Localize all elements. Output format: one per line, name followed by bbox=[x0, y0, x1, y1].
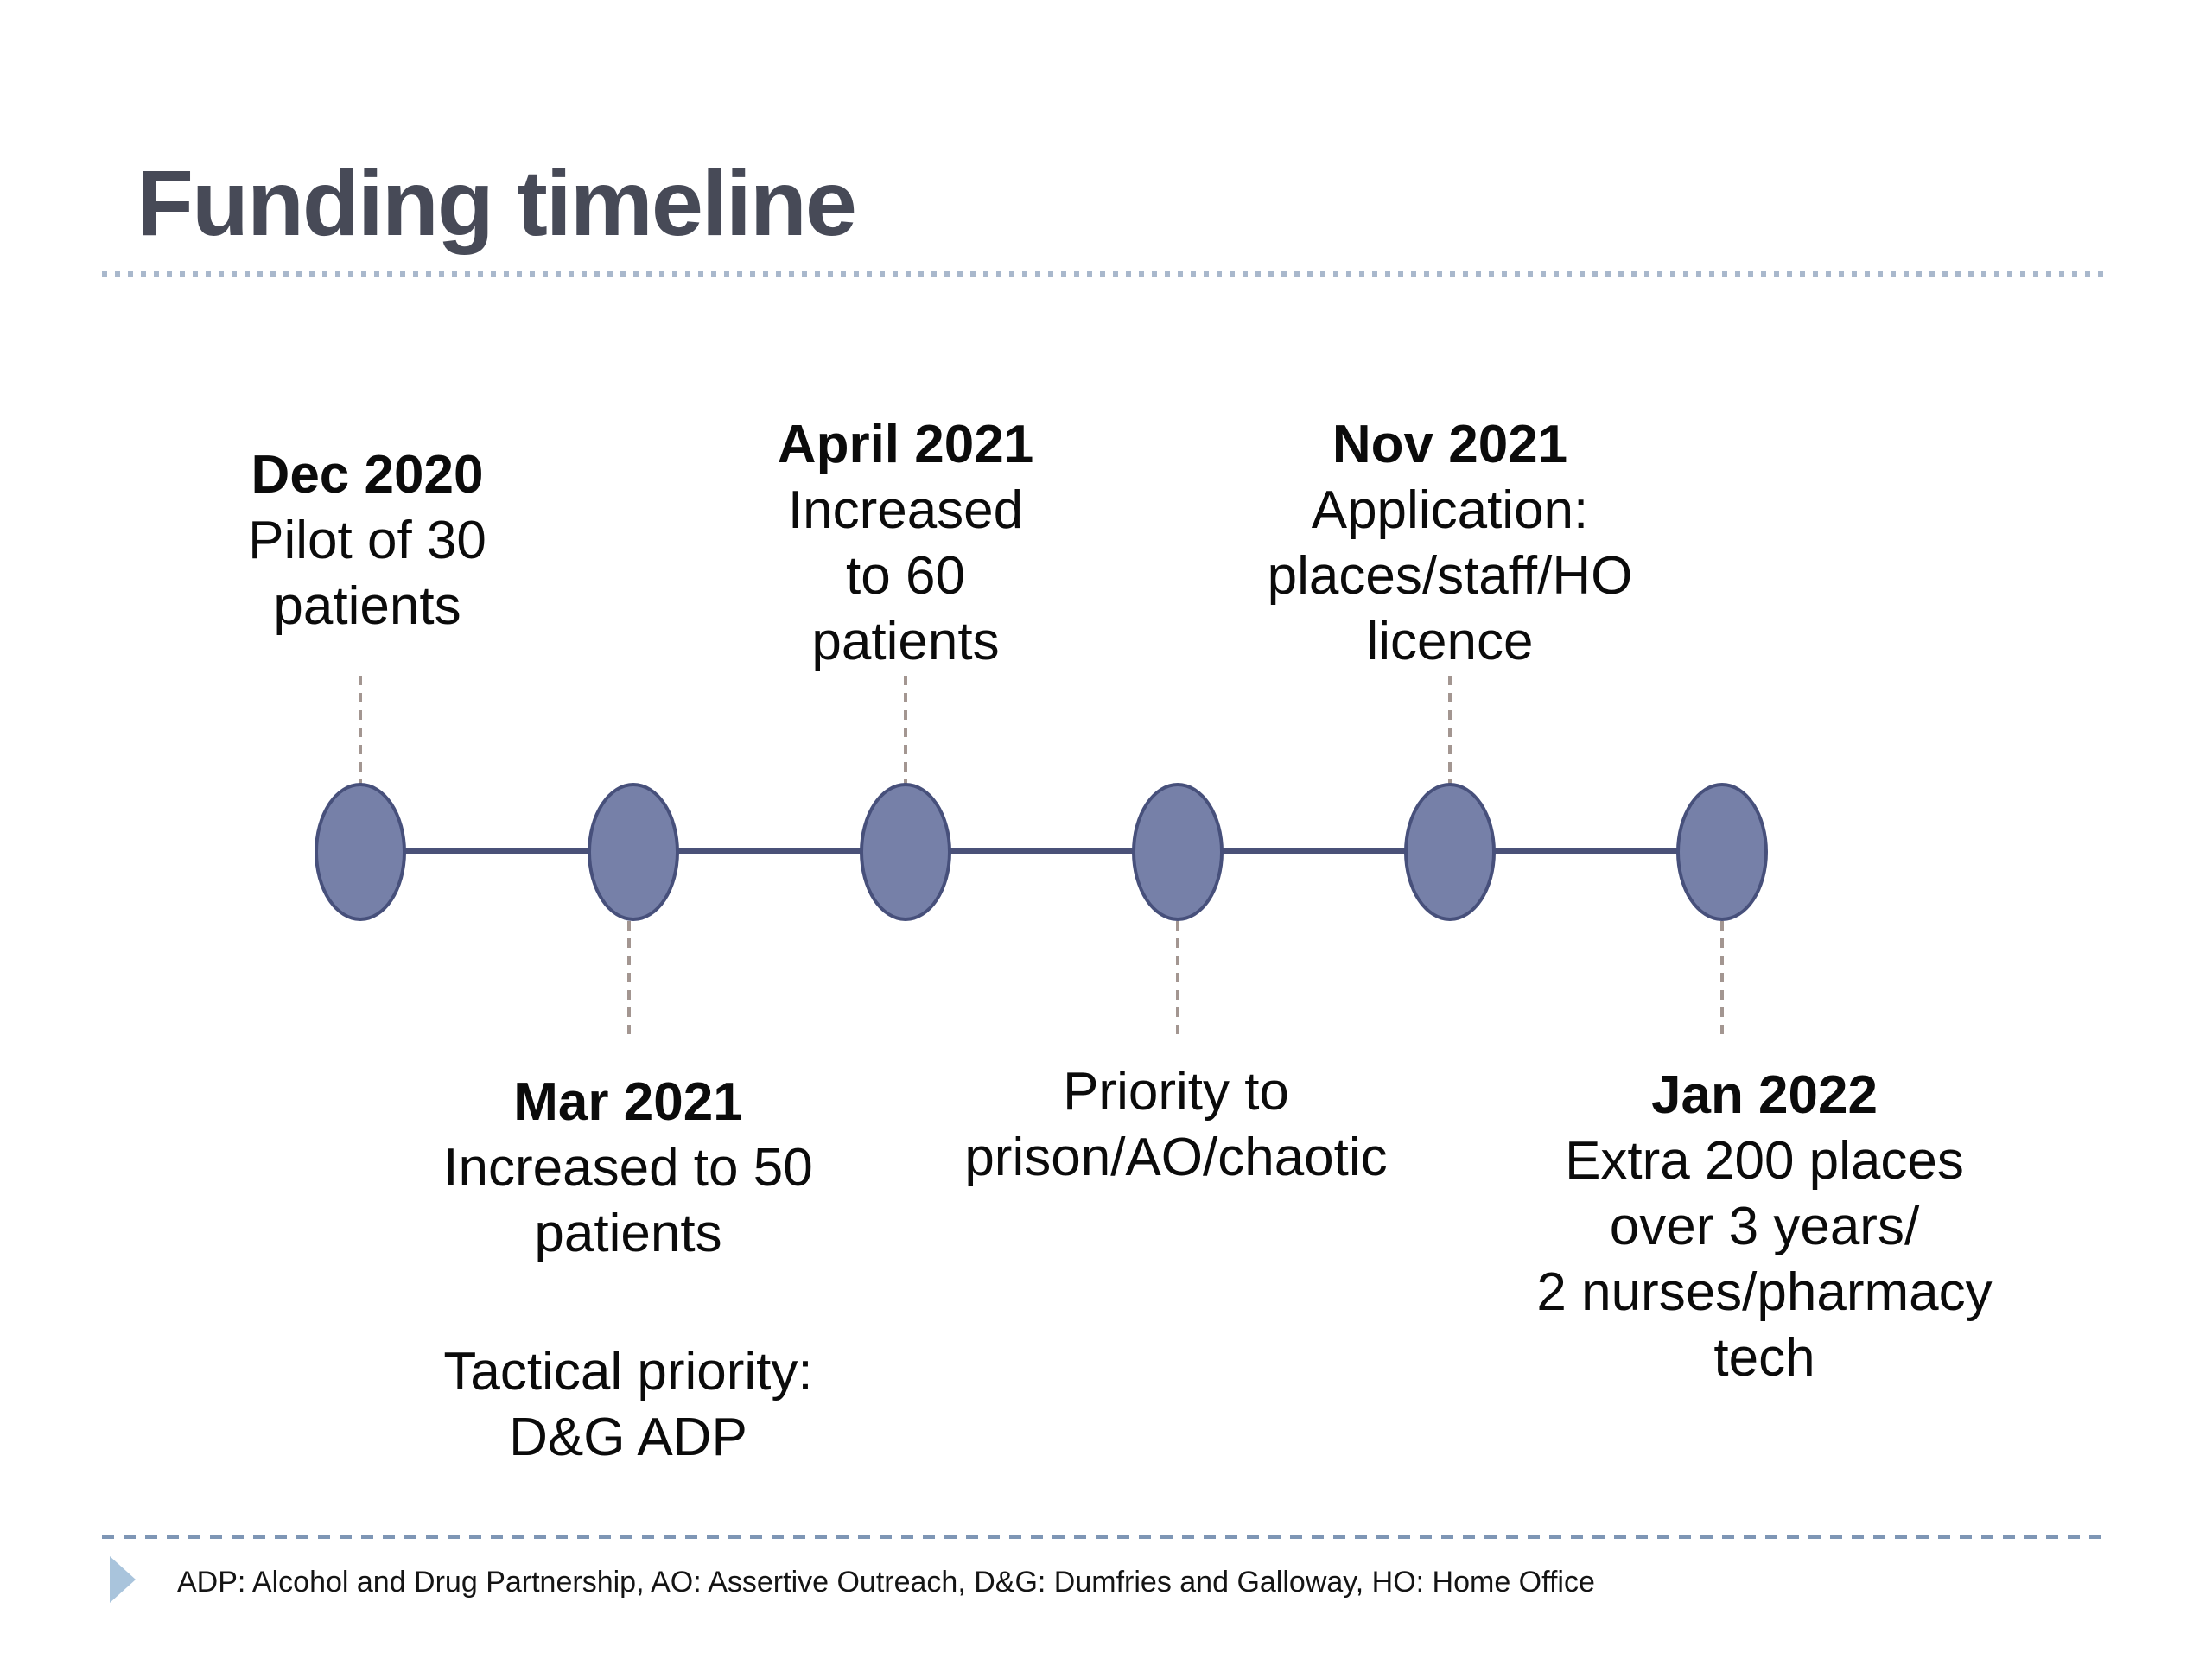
event-date: Nov 2021 bbox=[1332, 415, 1568, 474]
event-description: Extra 200 places over 3 years/2 nurses/ph… bbox=[1536, 1131, 1993, 1388]
footer-divider bbox=[102, 1535, 2103, 1539]
event-date: Dec 2020 bbox=[251, 445, 484, 505]
leader-line bbox=[904, 676, 907, 785]
footer-abbreviations: ADP: Alcohol and Drug Partnership, AO: A… bbox=[177, 1566, 1595, 1599]
leader-line bbox=[1176, 921, 1179, 1040]
right-triangle-bullet-icon bbox=[110, 1556, 136, 1603]
leader-line bbox=[359, 676, 362, 785]
timeline-node bbox=[860, 783, 951, 921]
timeline-node bbox=[1676, 783, 1768, 921]
timeline-node bbox=[1132, 783, 1224, 921]
event-date: Jan 2022 bbox=[1651, 1065, 1878, 1125]
event-description-secondary: Tactical priority: D&G ADP bbox=[443, 1342, 813, 1467]
page-title: Funding timeline bbox=[137, 150, 857, 255]
event-dec-2020: Dec 2020 Pilot of 30 patients bbox=[125, 442, 609, 639]
event-description: Increased to 50 patients bbox=[443, 1138, 813, 1263]
event-description: Priority to prison/AO/chaotic bbox=[964, 1062, 1388, 1187]
event-date: Mar 2021 bbox=[513, 1072, 743, 1132]
timeline-axis bbox=[360, 848, 1722, 854]
timeline-node bbox=[1404, 783, 1496, 921]
leader-line bbox=[627, 921, 631, 1040]
event-jan-2022: Jan 2022 Extra 200 places over 3 years/2 … bbox=[1462, 1063, 2067, 1391]
event-mar-2021: Mar 2021 Increased to 50 patients Tactica… bbox=[326, 1070, 931, 1471]
event-date: April 2021 bbox=[777, 415, 1034, 474]
event-priority: Priority to prison/AO/chaotic bbox=[882, 1059, 1470, 1191]
event-description: Pilot of 30 patients bbox=[248, 511, 486, 636]
title-divider bbox=[102, 271, 2110, 276]
event-description: Increased to 60 patients bbox=[787, 480, 1024, 671]
event-description: Application: places/staff/HO licence bbox=[1267, 480, 1633, 671]
event-april-2021: April 2021 Increased to 60 patients bbox=[664, 412, 1147, 675]
event-nov-2021: Nov 2021 Application: places/staff/HO lice… bbox=[1173, 412, 1726, 675]
timeline-node bbox=[588, 783, 679, 921]
leader-line bbox=[1448, 676, 1452, 785]
leader-line bbox=[1720, 921, 1724, 1040]
timeline-node bbox=[315, 783, 406, 921]
